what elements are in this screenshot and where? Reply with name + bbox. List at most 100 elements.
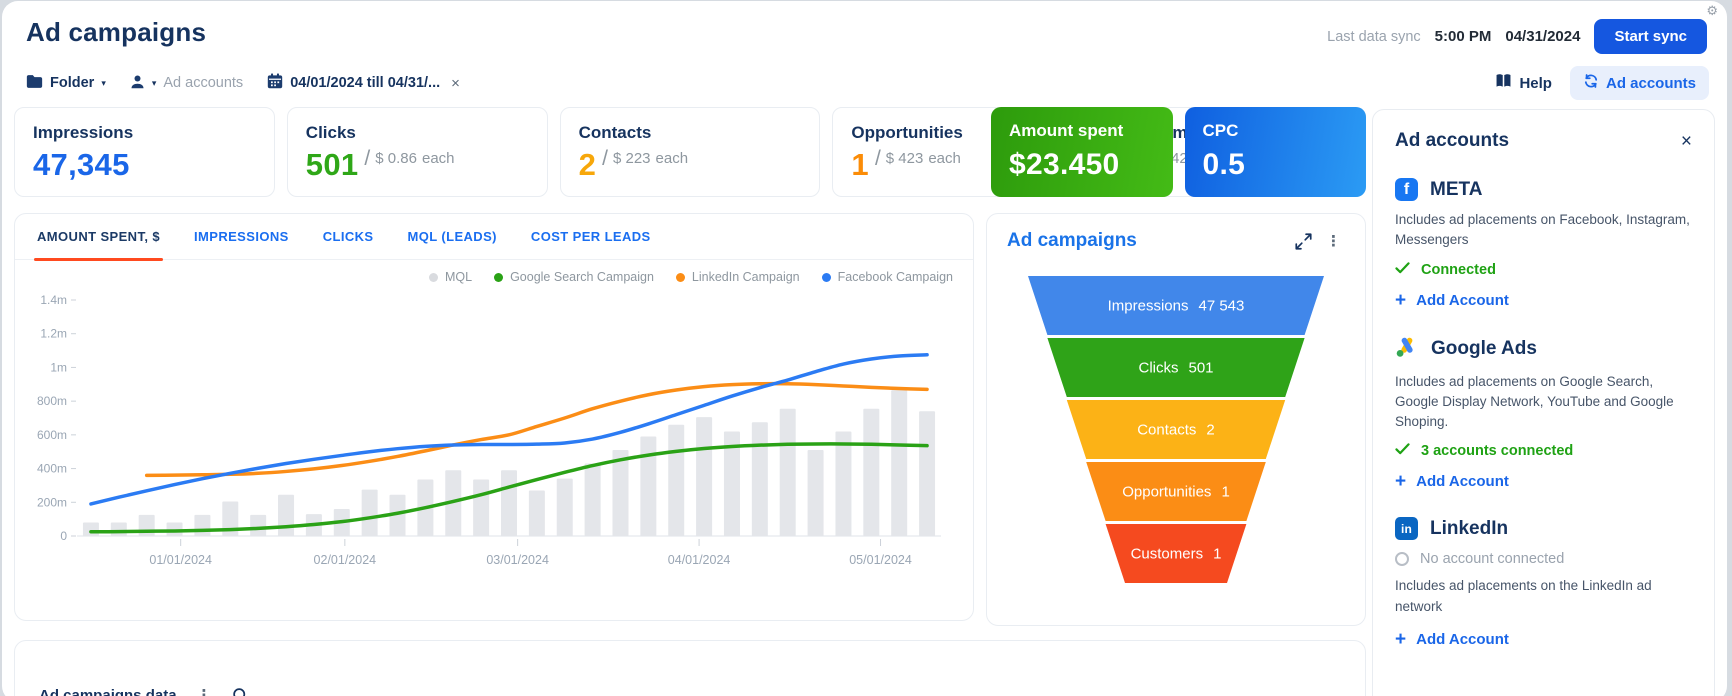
person-icon: [130, 74, 145, 93]
provider-status: 3 accounts connected: [1395, 443, 1692, 459]
highlight-value: 0.5: [1202, 148, 1246, 181]
kebab-menu-icon[interactable]: ⋮: [1326, 232, 1341, 250]
combo-chart: 0 200m 400m 600m 800m 1m 1.2m 1.4m 01/01/2024 02/…: [37, 293, 941, 567]
ad-accounts-filter[interactable]: ▾ Ad accounts: [130, 74, 243, 93]
provider-block: in LinkedIn Includes ad placements on th…: [1395, 517, 1692, 649]
highlight-label: Amount spent: [1009, 121, 1124, 140]
funnel-stage-label: Impressions 47 543: [1108, 298, 1245, 315]
legend-dot: [675, 272, 685, 282]
funnel-stage[interactable]: [1047, 338, 1305, 397]
add-account-button[interactable]: + Add Account: [1395, 472, 1692, 491]
kpi-label: Clicks: [305, 123, 356, 142]
search-icon[interactable]: [232, 687, 249, 696]
funnel-stage[interactable]: [1066, 400, 1286, 459]
provider-status-label: 3 accounts connected: [1421, 443, 1574, 460]
calendar-icon: [267, 73, 283, 93]
add-account-label: Add Account: [1416, 291, 1509, 309]
expand-icon[interactable]: [1295, 232, 1312, 250]
slash: /: [364, 147, 371, 170]
folder-filter-label: Folder: [50, 75, 95, 91]
header: Ad campaigns Last data sync 5:00 PM 04/3…: [2, 1, 1727, 54]
ad-accounts-filter-label: Ad accounts: [163, 75, 244, 91]
kpi-value: 47,345: [33, 147, 130, 182]
provider-block: f META Includes ad placements on Faceboo…: [1395, 178, 1692, 310]
date-range-filter[interactable]: 04/01/2024 till 04/31/... ×: [267, 73, 460, 93]
funnel-stage-label: Opportunities 1: [1122, 484, 1230, 501]
chart-tab[interactable]: IMPRESSIONS: [194, 229, 289, 244]
help-button[interactable]: Help: [1495, 73, 1552, 93]
legend-item[interactable]: Google Search Campaign: [494, 270, 654, 284]
provider-status-label: No account connected: [1420, 551, 1565, 568]
legend-dot: [428, 272, 438, 282]
legend-item[interactable]: MQL: [428, 270, 472, 284]
svg-text:200m: 200m: [37, 495, 67, 509]
chart-tab[interactable]: MQL (LEADS): [407, 229, 497, 244]
legend-item[interactable]: LinkedIn Campaign: [675, 270, 800, 284]
chart-tab[interactable]: AMOUNT SPENT, $: [33, 214, 164, 261]
close-icon[interactable]: ×: [1680, 130, 1692, 152]
help-label: Help: [1519, 74, 1552, 92]
provider-description: Includes ad placements on the LinkedIn a…: [1395, 578, 1652, 614]
legend-label: Facebook Campaign: [837, 270, 953, 284]
chart-tabs: AMOUNT SPENT, $ IMPRESSIONS CLICKS MQL (LEA…: [15, 214, 973, 261]
legend-item[interactable]: Facebook Campaign: [821, 270, 953, 284]
provider-list: f META Includes ad placements on Faceboo…: [1395, 178, 1692, 649]
filter-row: Folder ▾ ▾ Ad accounts 04/01/2024 till 0…: [2, 54, 1727, 100]
folder-icon: [26, 74, 43, 93]
ad-accounts-button[interactable]: Ad accounts: [1569, 66, 1709, 100]
funnel-title: Ad campaigns: [1007, 230, 1137, 251]
folder-filter[interactable]: Folder ▾: [26, 74, 106, 93]
add-account-button[interactable]: + Add Account: [1395, 630, 1692, 649]
provider-description: Includes ad placements on Google Search,…: [1395, 373, 1674, 430]
svg-text:05/01/2024: 05/01/2024: [849, 553, 912, 567]
highlight-value: $23.450: [1009, 148, 1120, 181]
svg-text:0: 0: [60, 529, 67, 543]
date-range-label: 04/01/2024 till 04/31/...: [290, 75, 441, 91]
ad-accounts-button-label: Ad accounts: [1605, 74, 1696, 92]
gear-icon[interactable]: ⚙: [1706, 4, 1718, 19]
chart-tab[interactable]: CLICKS: [322, 229, 374, 244]
linkedin-icon: in: [1395, 517, 1418, 541]
last-sync-date: 04/31/2024: [1505, 28, 1581, 45]
funnel-panel: Ad campaigns ⋮ Impressions 47 543 Clicks 50…: [986, 213, 1366, 626]
kpi-card: Impressions 47,345: [14, 107, 275, 197]
slash: /: [874, 147, 881, 170]
funnel-stage[interactable]: [1028, 276, 1324, 335]
svg-text:02/01/2024: 02/01/2024: [314, 553, 377, 567]
clear-date-icon[interactable]: ×: [451, 74, 460, 92]
legend-dot: [821, 272, 831, 282]
facebook-icon: f: [1395, 178, 1418, 201]
chart-tab[interactable]: COST PER LEADS: [530, 229, 651, 244]
funnel-stage[interactable]: [1086, 462, 1266, 521]
svg-text:1m: 1m: [50, 360, 67, 374]
svg-text:03/01/2024: 03/01/2024: [486, 553, 549, 567]
radio-icon: [1395, 552, 1409, 567]
kpi-value: 1: [851, 147, 869, 182]
check-icon: [1395, 443, 1410, 459]
sidebar-title: Ad accounts: [1395, 130, 1510, 151]
plus-icon: +: [1395, 289, 1407, 311]
svg-text:04/01/2024: 04/01/2024: [668, 553, 731, 567]
funnel-stage-label: Contacts 2: [1137, 422, 1215, 439]
funnel-stage[interactable]: [1105, 524, 1247, 583]
provider-description: Includes ad placements on Facebook, Inst…: [1395, 212, 1690, 248]
last-sync-time: 5:00 PM: [1434, 28, 1492, 45]
campaigns-data-title: Ad campaigns data: [39, 686, 177, 696]
highlight-card: CPC 0.5: [1184, 107, 1366, 197]
kpi-label: Opportunities: [851, 123, 963, 142]
kebab-menu-icon[interactable]: ⋮: [196, 686, 212, 696]
chart-legend: MQL Google Search Campaign LinkedIn Camp…: [15, 260, 973, 284]
kpi-label: Contacts: [578, 123, 652, 142]
kpi-value: 501: [305, 147, 359, 182]
provider-status: No account connected: [1395, 551, 1692, 567]
plus-icon: +: [1395, 471, 1407, 493]
start-sync-button[interactable]: Start sync: [1594, 19, 1707, 54]
legend-label: LinkedIn Campaign: [691, 270, 800, 284]
add-account-label: Add Account: [1416, 630, 1509, 648]
funnel-stage-label: Clicks 501: [1138, 360, 1213, 377]
slash: /: [602, 147, 608, 170]
add-account-button[interactable]: + Add Account: [1395, 291, 1692, 310]
funnel-stage-label: Customers 1: [1131, 546, 1222, 563]
svg-text:600m: 600m: [37, 428, 67, 442]
